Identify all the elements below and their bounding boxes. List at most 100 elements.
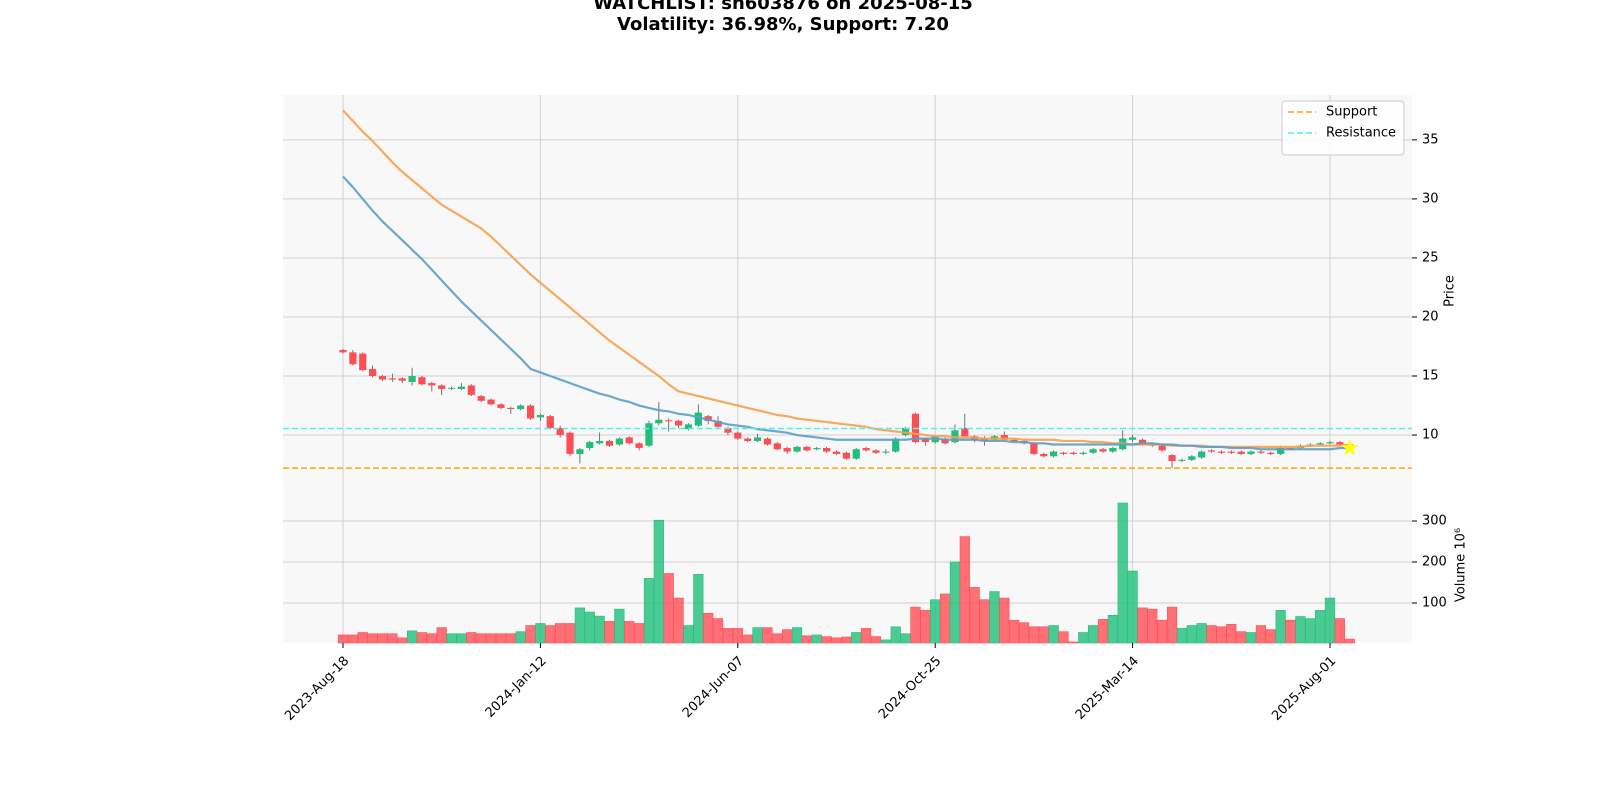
- volume-bar: [693, 574, 704, 644]
- volume-axis-label: Volume 10⁶: [1454, 528, 1469, 602]
- candle-body: [339, 350, 347, 353]
- chart-subtitle: Volatility: 36.98%, Support: 7.20: [617, 14, 949, 35]
- volume-bar: [1315, 610, 1326, 644]
- candle-body: [1227, 451, 1235, 453]
- volume-bar: [1117, 502, 1128, 644]
- y-tick-label: 30: [1422, 191, 1439, 206]
- volume-bar: [1324, 597, 1336, 644]
- volume-bar: [683, 625, 694, 644]
- volume-bar: [1226, 624, 1237, 644]
- volume-bar: [1068, 641, 1079, 644]
- candle-body: [576, 449, 584, 454]
- candle-body: [596, 440, 604, 444]
- candle-body: [1158, 445, 1166, 451]
- candle-body: [1188, 456, 1196, 460]
- volume-tick-label: 300: [1422, 514, 1447, 529]
- volume-bar: [1157, 619, 1168, 644]
- candle-body: [1316, 443, 1324, 445]
- candle-body: [842, 452, 850, 459]
- candle-body: [1198, 451, 1206, 458]
- volume-bar: [663, 573, 674, 644]
- candle-body: [428, 383, 436, 386]
- volume-bar: [1275, 610, 1286, 644]
- volume-bar: [703, 612, 714, 644]
- volume-bar: [772, 633, 783, 644]
- volume-bar: [732, 628, 743, 644]
- candle-body: [586, 442, 594, 449]
- volume-bar: [1018, 622, 1030, 644]
- volume-bar: [633, 623, 645, 644]
- volume-bar: [900, 633, 911, 644]
- volume-bar: [1009, 619, 1020, 644]
- volume-bar: [485, 633, 497, 644]
- grid: [283, 95, 1412, 643]
- volume-bar: [456, 633, 467, 644]
- candle-body: [1089, 449, 1097, 453]
- candle-body: [398, 378, 406, 381]
- x-tick-label: 2023-Aug-18: [282, 654, 352, 724]
- candle-body: [793, 446, 801, 452]
- candle-body: [507, 407, 515, 410]
- candle-body: [921, 438, 929, 443]
- x-tick-label: 2024-Jan-12: [483, 654, 550, 721]
- volume-bar: [851, 632, 862, 644]
- volume-bar: [752, 627, 763, 644]
- candle-body: [457, 386, 466, 389]
- candle-body: [556, 427, 564, 436]
- candle-body: [526, 405, 535, 419]
- candle-body: [1237, 451, 1245, 454]
- volume-bar: [387, 633, 398, 644]
- volume-bar: [999, 597, 1010, 644]
- volume-bar: [959, 536, 970, 644]
- candle-body: [724, 427, 732, 433]
- candle-body: [1030, 443, 1038, 454]
- volume-bar: [1028, 626, 1039, 644]
- candle-body: [1129, 437, 1137, 440]
- volume-bar: [337, 634, 349, 644]
- volume-bar: [505, 633, 516, 644]
- volume-bar: [880, 639, 891, 644]
- volume-bar: [1236, 631, 1247, 644]
- volume-bar: [861, 628, 872, 644]
- candle-body: [1059, 452, 1068, 454]
- volume-bar: [821, 636, 832, 644]
- chart-title: WATCHLIST: sh603876 on 2025-08-15: [593, 0, 973, 14]
- legend-box: [1281, 100, 1405, 156]
- volume-bar: [614, 608, 625, 644]
- volume-bar: [1334, 618, 1345, 644]
- candle-body: [536, 414, 544, 418]
- volume-bar: [604, 621, 615, 644]
- volume-bar: [643, 578, 655, 644]
- y-tick-label: 15: [1422, 369, 1439, 384]
- candle-body: [467, 385, 475, 395]
- candle-body: [1267, 452, 1275, 454]
- volume-bar: [1344, 638, 1355, 644]
- volume-bar: [782, 629, 793, 644]
- volume-bar: [801, 635, 812, 644]
- volume-bar: [1295, 616, 1306, 644]
- candle-body: [823, 448, 831, 452]
- volume-bar: [722, 628, 734, 644]
- volume-bar: [939, 593, 951, 644]
- candle-body: [892, 438, 900, 452]
- candle-body: [408, 376, 416, 382]
- candle-body: [605, 440, 614, 446]
- volume-bar: [1048, 625, 1059, 644]
- volume-bar: [969, 587, 980, 644]
- candle-body: [813, 448, 821, 450]
- volume-bar: [1186, 625, 1197, 644]
- candle-body: [1099, 449, 1107, 452]
- candle-body: [665, 420, 673, 422]
- candle-body: [369, 368, 377, 377]
- volume-tick-label: 200: [1422, 555, 1447, 570]
- candle-body: [615, 438, 623, 445]
- candle-body: [418, 377, 426, 385]
- volume-bar: [673, 597, 684, 644]
- volume-bar: [890, 626, 901, 644]
- volume-bar: [653, 519, 664, 644]
- marks: [283, 109, 1412, 644]
- candle-body: [517, 405, 525, 410]
- candle-body: [477, 396, 485, 401]
- x-tick-label: 2024-Oct-25: [876, 654, 944, 722]
- candle-body: [655, 419, 663, 424]
